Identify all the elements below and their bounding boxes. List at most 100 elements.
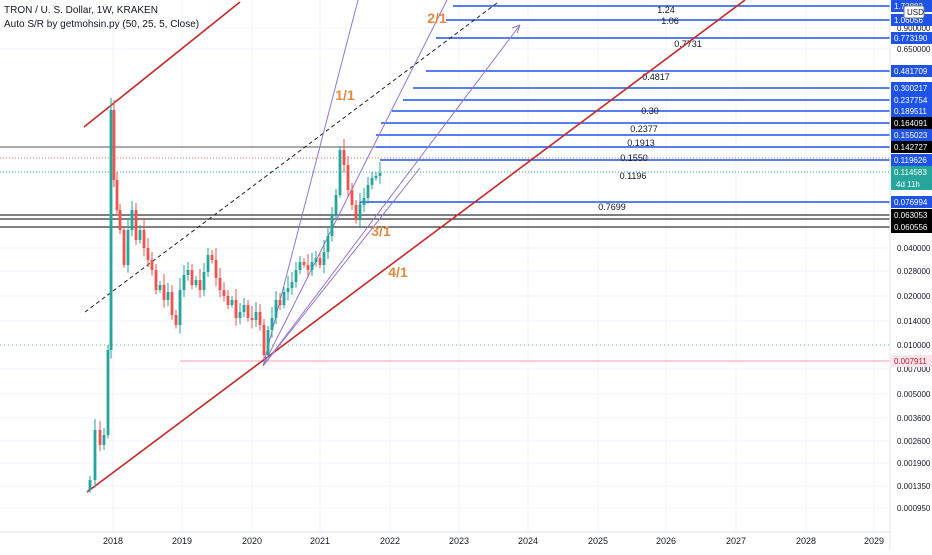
currency-badge: USD [903,5,925,19]
y-tick-label: 0.028000 [897,267,931,276]
price-label-text: 0.142727 [894,143,928,152]
candle-body [182,275,186,290]
level-label: 0.1196 [620,171,647,181]
level-label: 1.24 [657,5,675,15]
price-label-text: 0.773190 [894,34,928,43]
symbol-title: TRON / U. S. Dollar, 1W, KRAKEN [4,5,158,16]
price-label-box: 0.189511 [891,105,932,117]
fan-arrow [262,24,521,367]
level-label: 0.2377 [630,124,658,134]
candle-body [158,285,162,290]
price-label-box: 0.481709 [891,65,932,77]
candle-body [150,260,154,270]
x-tick-label: 2021 [310,536,330,546]
level-label: 0.4817 [642,72,670,82]
fan-2x1 [262,0,448,367]
price-label-box: 0.300217 [891,82,932,94]
y-tick-label: 0.900000 [897,24,931,33]
candle-body [270,318,274,330]
price-label-box: 0.237754 [891,94,932,106]
price-label-text: 0.007911 [894,357,927,366]
candle-body [226,296,230,305]
fan-3x1 [262,167,421,367]
candle-body [334,195,338,215]
candle-body [218,278,222,290]
candle-body [354,205,358,220]
price-label-text: 0.119626 [894,156,927,165]
price-label-box: 0.007911 [891,355,932,367]
black-sr-lines [0,146,890,346]
candle-body [306,265,310,270]
y-tick-label: 0.000950 [897,504,931,513]
candle-body [138,230,142,240]
chart-header: TRON / U. S. Dollar, 1W, KRAKEN Auto S/R… [4,4,199,32]
candle-body [93,430,97,480]
candle-body [258,312,262,325]
candle-body [198,280,202,290]
candle-body [286,288,290,292]
level-lines [180,5,890,362]
candle-body [166,292,170,300]
candle-body [115,180,119,210]
candle-body [190,270,194,285]
candle-body [88,480,92,490]
y-tick-label: 0.001900 [897,459,931,468]
candle-body [346,165,350,190]
candle-body [230,300,234,305]
candle-body [98,430,102,445]
price-label-box: 0.773190 [891,32,932,44]
candle-body [246,305,250,318]
candle-body [174,315,178,325]
candle-body [102,435,106,445]
candle-body [162,285,166,300]
price-label-text: 0.063053 [894,211,928,220]
candle-body [146,248,150,260]
candle-body [222,290,226,296]
y-axis: 0.900000 0.650000 0.040000 0.028000 0.020000… [897,24,931,513]
price-label-text: 0.189511 [894,107,927,116]
fan-label: 3/1 [371,223,391,239]
candle-body [238,312,242,318]
candle-body [342,150,346,165]
candle-body [234,300,238,318]
price-label-box: 0.114583 [891,166,932,178]
price-label-box: 0.063053 [891,209,932,221]
candles [88,98,382,493]
price-label-text: 0.164091 [894,119,928,128]
price-label-box: 0.155023 [891,129,932,141]
fan-label: 1/1 [335,87,355,103]
x-tick-label: 2024 [518,536,538,546]
price-label-text: 0.300217 [894,84,928,93]
price-label-text: 0.155023 [894,131,928,140]
candle-body [374,176,378,178]
candle-body [322,252,326,265]
y-tick-label: 0.007000 [897,365,931,374]
candle-body [154,270,158,290]
candle-body [242,305,246,312]
price-label-box: 0.164091 [891,117,932,129]
candle-body [122,230,126,265]
candle-body [254,312,258,320]
channel [83,0,746,493]
candle-body [362,198,366,205]
y-tick-label: 0.020000 [897,292,931,301]
price-label-box: 0.119626 [891,154,932,166]
y-tick-label: 0.005000 [897,390,931,399]
fan-lines [262,0,521,367]
candle-body [194,280,198,285]
grid [0,0,890,532]
level-labels: 1.241.06 0.7731 0.4817 0.30 0.2377 0.1913 0.15… [598,5,702,212]
price-label-text: 0.114583 [894,168,927,177]
candle-body [109,110,113,350]
y-tick-label: 0.014000 [897,317,931,326]
candle-body [266,330,270,355]
y-tick-label: 0.040000 [897,244,931,253]
candle-body [314,258,318,262]
level-label: 1.06 [661,16,679,26]
indicator-title: Auto S/R by getmohsin.py (50, 25, 5, Clo… [4,19,200,30]
y-tick-label: 0.001350 [897,482,931,491]
price-label-text: 0.060556 [894,223,928,232]
candle-body [298,262,302,270]
